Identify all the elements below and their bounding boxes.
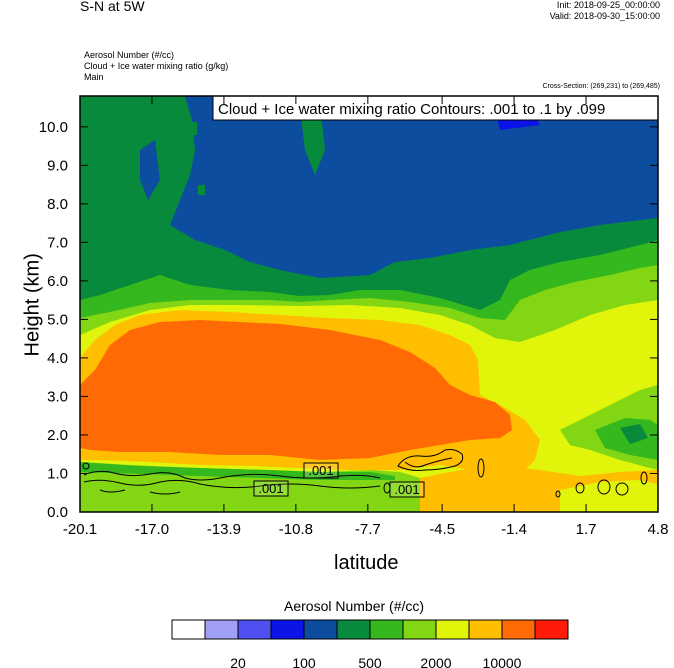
x-tick-label: -4.5 xyxy=(429,521,455,538)
contour-labels: .001 .001 .001 xyxy=(253,462,425,498)
field-label-main: Main xyxy=(84,72,104,82)
aerosol-field xyxy=(80,96,658,512)
colorbar-swatch xyxy=(171,619,206,640)
x-axis: -20.1 -17.0 -13.9 -10.8 -7.7 -4.5 -1.4 1.7 4.8 xyxy=(63,96,669,538)
chart-title: S-N at 5W xyxy=(80,0,145,14)
contour-label-2: .001 xyxy=(308,463,333,478)
valid-time: Valid: 2018-09-30_15:00:00 xyxy=(549,11,660,21)
x-tick-label: -13.9 xyxy=(207,521,241,538)
colorbar-label: 10000 xyxy=(483,655,522,668)
contour-label-1: .001 xyxy=(258,481,283,496)
colorbar-swatch xyxy=(402,619,437,640)
x-tick-label: -20.1 xyxy=(63,521,97,538)
contour-label-3: .001 xyxy=(394,482,419,497)
field-label-cloud: Cloud + Ice water mixing ratio (g/kg) xyxy=(84,61,229,71)
y-tick-label: 4.0 xyxy=(47,350,68,367)
colorbar-title: Aerosol Number (#/cc) xyxy=(284,598,425,614)
cross-section-label: Cross-Section: (269,231) to (269,485) xyxy=(542,83,660,90)
y-tick-label: 5.0 xyxy=(47,311,68,328)
x-tick-label: -17.0 xyxy=(135,521,169,538)
colorbar-swatch xyxy=(237,619,272,640)
y-tick-label: 8.0 xyxy=(47,196,68,213)
colorbar-label: 2000 xyxy=(420,655,451,668)
y-axis: 0.0 1.0 2.0 3.0 4.0 5.0 6.0 7.0 8.0 9.0 10.0 xyxy=(39,119,658,521)
y-tick-label: 9.0 xyxy=(47,157,68,174)
y-tick-label: 2.0 xyxy=(47,427,68,444)
colorbar-swatch xyxy=(501,619,536,640)
cloud-contours xyxy=(82,449,648,498)
x-axis-label: latitude xyxy=(334,552,399,574)
colorbar: 20 100 500 2000 10000 xyxy=(171,619,569,668)
colorbar-swatch xyxy=(270,619,305,640)
y-axis-label: Height (km) xyxy=(21,253,44,357)
x-tick-label: 1.7 xyxy=(576,521,597,538)
y-tick-label: 1.0 xyxy=(47,465,68,482)
colorbar-swatch xyxy=(204,619,239,640)
plot-frame xyxy=(79,95,659,513)
field-label-aerosol: Aerosol Number (#/cc) xyxy=(84,50,175,60)
init-time: Init: 2018-09-25_00:00:00 xyxy=(556,0,660,10)
y-tick-label: 10.0 xyxy=(39,119,68,136)
y-tick-label: 3.0 xyxy=(47,388,68,405)
colorbar-swatch xyxy=(336,619,371,640)
colorbar-label: 500 xyxy=(358,655,382,668)
contour-info-text: Cloud + Ice water mixing ratio Contours:… xyxy=(218,101,605,118)
x-tick-label: -7.7 xyxy=(355,521,381,538)
colorbar-swatch xyxy=(369,619,404,640)
y-tick-label: 6.0 xyxy=(47,273,68,290)
y-tick-label: 0.0 xyxy=(47,504,68,521)
y-tick-label: 7.0 xyxy=(47,234,68,251)
colorbar-label: 20 xyxy=(230,655,246,668)
colorbar-swatch xyxy=(534,619,569,640)
colorbar-swatch xyxy=(468,619,503,640)
x-tick-label: -1.4 xyxy=(501,521,527,538)
x-tick-label: 4.8 xyxy=(648,521,669,538)
colorbar-swatch xyxy=(303,619,338,640)
x-tick-label: -10.8 xyxy=(279,521,313,538)
contour-info-box xyxy=(212,95,659,121)
colorbar-swatch xyxy=(435,619,470,640)
colorbar-label: 100 xyxy=(292,655,316,668)
